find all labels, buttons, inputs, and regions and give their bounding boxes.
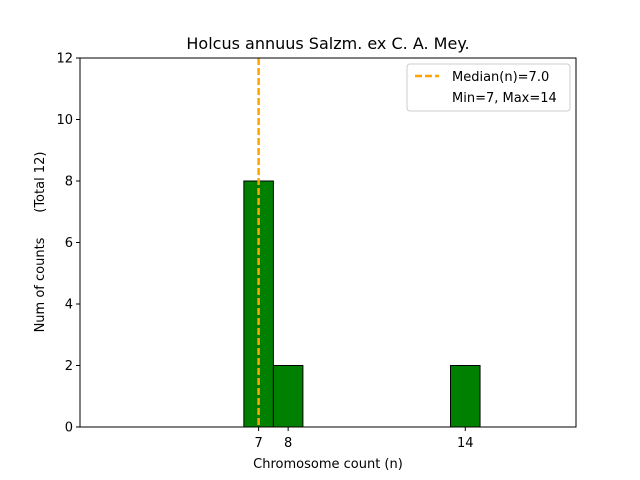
histogram-bar [272,365,304,428]
y-tick-label: 4 [65,298,73,313]
x-tick-label: 7 [254,436,262,451]
x-tick-label: 8 [284,436,292,451]
y-tick-label: 2 [65,359,73,374]
y-tick-label: 8 [65,175,73,190]
y-tick-label: 12 [56,52,73,67]
y-axis-label: Num of counts (Total 12) [33,152,48,333]
legend-box [406,63,571,112]
legend-minmax-label: Min=7, Max=14 [452,91,557,106]
y-tick-label: 10 [56,113,73,128]
x-axis-ticks: 7 8 14 [254,427,474,451]
histogram-bar [450,365,481,428]
y-tick-label: 0 [65,421,73,436]
legend: Median(n)=7.0 Min=7, Max=14 [406,63,571,112]
y-axis-ticks: 0 2 4 6 8 10 12 [56,52,80,436]
plot-frame [79,57,577,428]
x-axis-label: Chromosome count (n) [253,457,403,472]
legend-median-label: Median(n)=7.0 [452,70,549,85]
chart-title: Holcus annuus Salzm. ex C. A. Mey. [186,34,469,53]
x-tick-label: 14 [457,436,474,451]
y-tick-label: 6 [65,236,73,251]
bars-group [243,180,481,428]
